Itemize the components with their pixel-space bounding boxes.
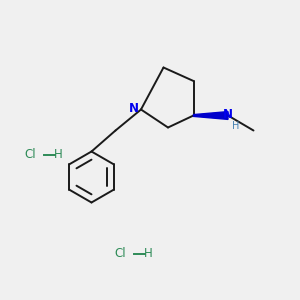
- Text: H: H: [144, 247, 153, 260]
- Text: N: N: [223, 107, 233, 121]
- Text: Cl: Cl: [114, 247, 126, 260]
- Text: N: N: [128, 101, 139, 115]
- Text: Cl: Cl: [24, 148, 36, 161]
- Text: H: H: [54, 148, 63, 161]
- Polygon shape: [194, 112, 228, 119]
- Text: H: H: [232, 121, 239, 131]
